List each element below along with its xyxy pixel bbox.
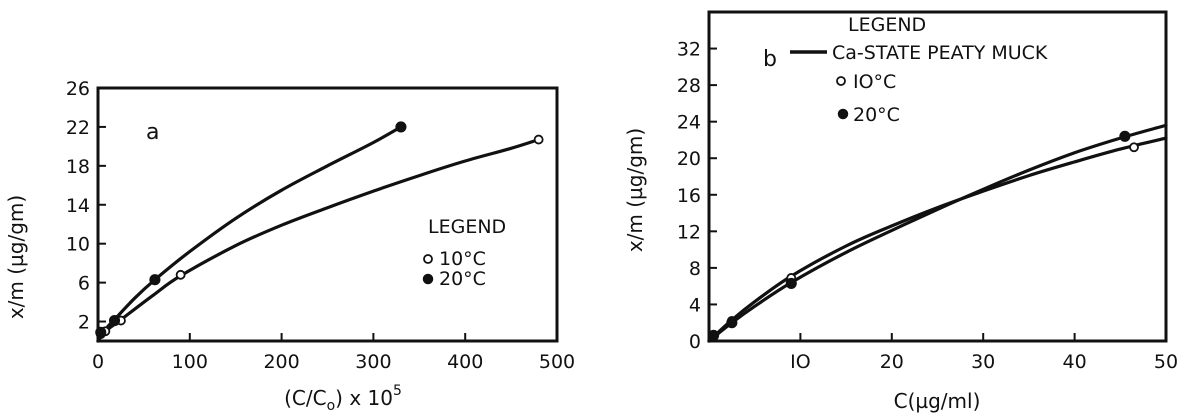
chart-a-point-20c (395, 121, 407, 133)
chart-a-legend-open-marker (423, 254, 433, 264)
chart-a-x-tick-label: 400 (447, 351, 483, 373)
chart-b-curves (707, 123, 1168, 343)
chart-b-point-20c (1119, 130, 1131, 142)
chart-b-legend-entry-10c: IO°C (853, 71, 896, 93)
chart-b-curve-10c (707, 136, 1168, 343)
chart-a-x-label-part2: ) x 10 (335, 386, 393, 410)
chart-b-curve-20c (707, 123, 1168, 343)
chart-a-x-label-sub: o (327, 398, 336, 414)
chart-b-y-axis-label: x/m (µg/gm) (623, 128, 647, 252)
chart-a-point-20c (149, 274, 161, 286)
chart-a-y-tick-label: 6 (78, 273, 90, 295)
chart-b-y-tick-label: 8 (689, 258, 701, 280)
chart-a-legend-entry-20c: 20°C (439, 268, 486, 290)
chart-b-y-tick-label: 0 (689, 331, 701, 353)
chart-b-panel-label: b (763, 47, 777, 72)
chart-b-y-tick-label: 20 (677, 148, 701, 170)
chart-a-x-label-sup: 5 (393, 383, 402, 399)
chart-a-curve-20c (96, 125, 403, 343)
chart-b-points (708, 130, 1139, 342)
chart-a-x-tick-label: 0 (92, 351, 104, 373)
chart-b-x-tick-label: IO (790, 351, 811, 373)
chart-a-y-tick-label: 2 (78, 312, 90, 334)
chart-a-y-tick-label: 14 (66, 195, 90, 217)
chart-a-x-label-part1: (C/C (284, 386, 326, 410)
chart-a-legend-entry-10c: 10°C (439, 248, 486, 270)
chart-a-point-20c (95, 326, 107, 338)
chart-a-point-10c (533, 134, 544, 145)
chart-b-y-tick-label: 4 (689, 294, 701, 316)
chart-b-legend-entry-muck: Ca-STATE PEATY MUCK (832, 42, 1048, 64)
chart-b-plot-frame (707, 10, 1168, 343)
chart-a-x-tick-label: 100 (172, 351, 208, 373)
chart-a-x-tick-label: 200 (263, 351, 299, 373)
chart-b-y-tick-label: 28 (677, 75, 701, 97)
chart-b-point-20c (708, 329, 720, 342)
chart-b-axes: 0 4 8 12 16 20 24 28 32 IO 20 30 40 50 (677, 10, 1178, 373)
chart-a-points (95, 121, 544, 340)
chart-b-point-20c (785, 277, 797, 289)
chart-b-point-20c (726, 317, 738, 329)
chart-a-x-tick-label: 500 (539, 351, 575, 373)
chart-a-y-tick-label: 18 (66, 156, 90, 178)
chart-b-legend: LEGEND Ca-STATE PEATY MUCK IO°C 20°C (790, 14, 1048, 126)
chart-b-legend-filled-marker (837, 108, 849, 120)
chart-b-legend-title: LEGEND (848, 14, 926, 36)
chart-a-plot-frame (96, 86, 559, 343)
chart-b-x-tick-label: 20 (880, 351, 904, 373)
chart-a-y-tick-label: 10 (66, 234, 90, 256)
chart-a-legend-filled-marker (422, 273, 434, 285)
chart-a-point-10c (175, 269, 186, 280)
chart-b-y-tick-label: 12 (677, 221, 701, 243)
chart-b-y-tick-label: 24 (677, 112, 701, 134)
chart-b-x-tick-label: 50 (1154, 351, 1178, 373)
chart-a-y-tick-label: 22 (66, 117, 90, 139)
chart-b-legend-open-marker (836, 76, 846, 86)
chart-b-x-tick-label: 40 (1063, 351, 1087, 373)
chart-b-y-tick-label: 16 (677, 185, 701, 207)
chart-a-y-tick-label: 26 (66, 78, 90, 100)
chart-a-legend: LEGEND 10°C 20°C (422, 216, 506, 290)
chart-a-y-axis-label: x/m (µg/gm) (4, 195, 28, 319)
chart-b-legend-entry-20c: 20°C (853, 104, 900, 126)
chart-b-y-tick-label: 32 (677, 39, 701, 61)
chart-b-x-axis-label: C(µg/ml) (894, 389, 981, 413)
chart-a-legend-title: LEGEND (428, 216, 506, 238)
chart-a-x-tick-label: 300 (355, 351, 391, 373)
chart-b-point-10c (1129, 142, 1139, 153)
chart-a-point-20c (108, 315, 121, 327)
chart-a-panel-label: a (146, 120, 159, 145)
chart-b-x-tick-label: 30 (971, 351, 995, 373)
chart-a-x-axis-label: (C/Co) x 105 (284, 383, 402, 414)
